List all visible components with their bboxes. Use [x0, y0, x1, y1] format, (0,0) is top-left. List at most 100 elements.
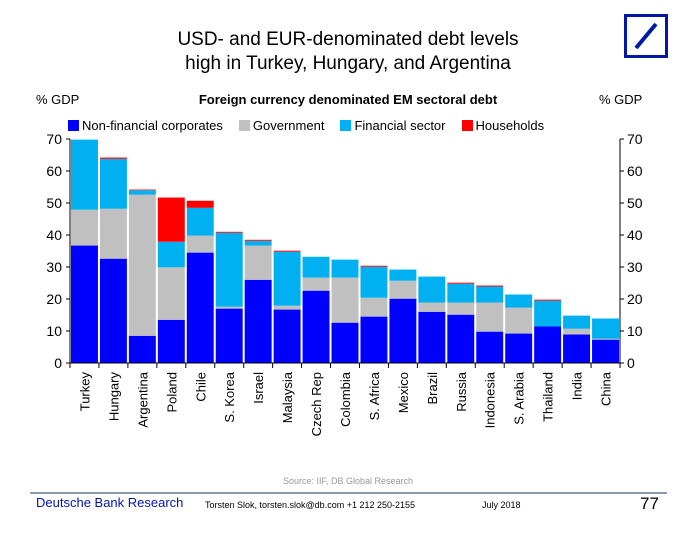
y-tick-label-left: 50	[46, 195, 62, 211]
bar-segment	[563, 328, 591, 335]
bar-segment	[273, 250, 301, 252]
bar-segment	[563, 334, 591, 363]
bar-segment	[418, 276, 446, 303]
x-tick-label: S. Korea	[222, 371, 237, 422]
x-tick-label: Chile	[193, 372, 208, 402]
y-tick-label-left: 0	[54, 355, 62, 371]
bar-segment	[215, 308, 243, 363]
bar-segment	[476, 285, 504, 287]
x-tick-label: Brazil	[425, 372, 440, 405]
x-tick-label: Indonesia	[483, 371, 498, 428]
legend-item: Non-financial corporates	[68, 118, 223, 133]
y-tick-label-left: 30	[46, 259, 62, 275]
bar-segment	[447, 282, 475, 284]
legend-swatch	[340, 120, 352, 131]
bar-segment	[273, 305, 301, 310]
legend-swatch	[461, 120, 473, 131]
bar-segment	[447, 314, 475, 363]
bar-segment	[128, 335, 156, 363]
bar-segment	[418, 302, 446, 312]
bar-segment	[244, 240, 272, 246]
bar-segment	[360, 297, 388, 317]
bar-segment	[71, 245, 98, 363]
bar-segment	[505, 333, 533, 363]
page-number: 77	[640, 494, 659, 513]
bar-segment	[186, 235, 214, 253]
title-line-1: USD- and EUR-denominated debt levels	[177, 29, 519, 50]
x-tick-label: S. Arabia	[512, 371, 527, 425]
bar-segment	[389, 269, 417, 281]
bar-segment	[331, 322, 359, 363]
y-tick-label-left: 70	[46, 131, 62, 147]
x-tick-label: China	[599, 371, 614, 406]
bar-segment	[215, 306, 243, 309]
bar-segment	[476, 302, 504, 332]
bar-segment	[418, 311, 446, 363]
bar-segment	[128, 194, 156, 336]
legend-label: Financial sector	[354, 118, 446, 133]
y-tick-label-right: 20	[627, 291, 643, 307]
x-tick-label: Malaysia	[280, 371, 295, 423]
bar-segment	[476, 286, 504, 303]
y-tick-label-left: 20	[46, 291, 62, 307]
bar-segment	[302, 290, 330, 363]
bar-segment	[244, 245, 272, 280]
bar-segment	[157, 267, 185, 320]
bar-segment	[360, 316, 388, 363]
footer-brand: Deutsche Bank Research	[36, 495, 184, 510]
legend-item: Government	[238, 118, 324, 133]
x-tick-label: Czech Rep	[309, 372, 324, 436]
x-tick-label: India	[570, 371, 585, 400]
y-tick-label-right: 30	[627, 259, 643, 275]
bar-segment	[360, 265, 388, 267]
x-tick-label: Colombia	[338, 371, 353, 427]
legend-item: Households	[461, 118, 544, 133]
bar-segment	[592, 318, 619, 339]
x-tick-label: Turkey	[77, 372, 92, 412]
bar-segment	[99, 158, 127, 209]
legend-label: Non-financial corporates	[82, 118, 223, 133]
bar-segment	[157, 241, 185, 268]
x-tick-label: Israel	[251, 372, 266, 404]
legend-swatch	[238, 120, 250, 131]
bar-segment	[360, 266, 388, 298]
bar-segment	[157, 319, 185, 363]
bar-segment	[592, 338, 619, 340]
bar-segment	[534, 326, 562, 363]
chart-title: Foreign currency denominated EM sectoral…	[198, 92, 498, 107]
bar-segment	[71, 209, 98, 246]
bar-segment	[505, 307, 533, 334]
y-tick-label-right: 50	[627, 195, 643, 211]
y-tick-label-right: 0	[627, 355, 635, 371]
title-line-2: high in Turkey, Hungary, and Argentina	[185, 53, 511, 74]
bar-segment	[215, 231, 243, 233]
footer-divider	[30, 492, 667, 494]
bar-segment	[186, 252, 214, 363]
bar-segment	[534, 300, 562, 327]
bar-segment	[447, 302, 475, 315]
bar-segment	[186, 207, 214, 236]
bar-segment	[99, 208, 127, 259]
y-tick-label-right: 10	[627, 323, 643, 339]
y-axis-left-label: % GDP	[36, 92, 80, 107]
legend-item: Financial sector	[340, 118, 446, 133]
bar-segment	[99, 258, 127, 363]
bar-segment	[273, 251, 301, 306]
y-tick-label-left: 10	[46, 323, 62, 339]
bar-segment	[447, 283, 475, 303]
slide-title: USD- and EUR-denominated debt levels hig…	[0, 28, 696, 76]
bar-segment	[563, 315, 591, 329]
y-tick-label-left: 40	[46, 227, 62, 243]
x-tick-label: Hungary	[106, 372, 121, 422]
deutsche-bank-logo	[624, 14, 668, 58]
x-tick-label: Mexico	[396, 372, 411, 413]
bar-segment	[389, 298, 417, 363]
y-tick-label-right: 70	[627, 131, 643, 147]
y-tick-label-right: 40	[627, 227, 643, 243]
bar-segment	[389, 280, 417, 299]
bar-segment	[215, 232, 243, 307]
bar-segment	[302, 277, 330, 291]
bar-segment	[71, 139, 98, 210]
y-tick-label-left: 60	[46, 163, 62, 179]
